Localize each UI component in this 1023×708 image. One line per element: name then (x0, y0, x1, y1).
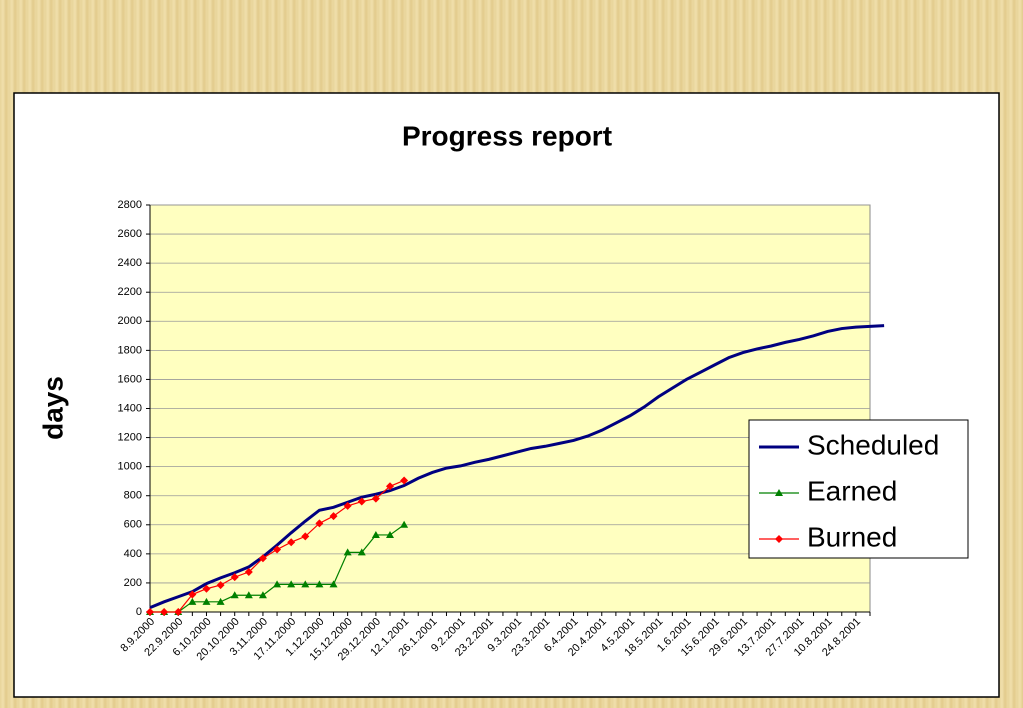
y-tick-label: 1400 (118, 402, 142, 414)
point-marker (258, 591, 267, 599)
y-tick-label: 2400 (118, 257, 142, 269)
y-tick-label: 1600 (118, 373, 142, 385)
point-marker (315, 519, 324, 528)
point-marker (202, 584, 211, 593)
legend-label: Earned (807, 475, 897, 506)
y-tick-label: 0 (136, 606, 142, 618)
point-marker (343, 501, 352, 510)
point-marker (287, 538, 296, 547)
legend-label: Scheduled (807, 429, 939, 460)
point-marker (343, 548, 352, 556)
series-line (149, 324, 885, 610)
point-marker (160, 608, 169, 616)
point-marker (202, 597, 211, 605)
legend-box (748, 419, 969, 559)
point-marker (371, 494, 380, 503)
point-marker (301, 580, 310, 588)
y-tick-label: 1000 (118, 461, 142, 473)
y-tick-label: 600 (124, 519, 142, 531)
point-marker (357, 497, 366, 506)
chart-title: Progress report (402, 120, 612, 151)
point-marker (329, 512, 338, 521)
y-tick-label: 2600 (118, 228, 142, 240)
y-tick-label: 1200 (118, 431, 142, 443)
point-marker (287, 580, 296, 588)
point-marker (230, 591, 239, 599)
y-tick-label: 2800 (118, 199, 142, 211)
y-tick-label: 2000 (118, 315, 142, 327)
point-marker (273, 545, 282, 554)
y-axis-label: days (37, 376, 68, 440)
point-marker (386, 530, 394, 538)
point-marker (315, 580, 324, 588)
point-marker (230, 573, 239, 582)
point-marker (258, 554, 267, 563)
point-marker (244, 591, 253, 599)
point-marker (400, 520, 409, 528)
point-marker (329, 580, 338, 588)
point-marker (216, 597, 225, 605)
point-marker (244, 568, 253, 577)
y-tick-label: 200 (124, 577, 142, 589)
legend-label: Burned (807, 521, 897, 552)
point-marker (357, 548, 366, 556)
point-marker (216, 581, 225, 590)
point-marker (273, 580, 282, 588)
point-marker (146, 608, 154, 616)
point-marker (400, 476, 409, 485)
y-tick-label: 800 (124, 490, 142, 502)
y-tick-label: 400 (124, 548, 142, 560)
y-tick-label: 2200 (118, 286, 142, 298)
point-marker (188, 597, 197, 605)
point-marker (371, 530, 380, 538)
point-marker (301, 532, 310, 541)
point-marker (188, 590, 197, 599)
point-marker (174, 608, 183, 616)
point-marker (775, 535, 783, 543)
point-marker (775, 489, 783, 496)
y-tick-label: 1800 (118, 344, 142, 356)
point-marker (386, 482, 394, 491)
